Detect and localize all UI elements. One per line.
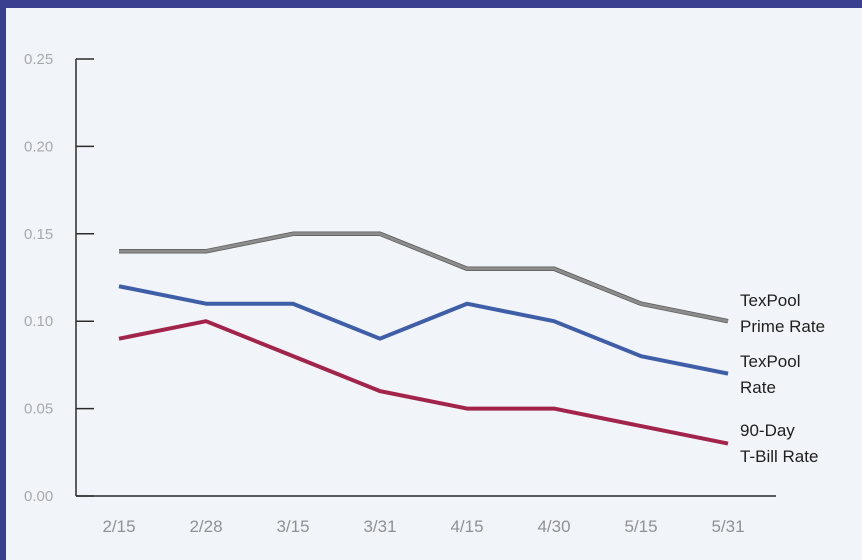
x-tick-label: 3/15 xyxy=(276,517,309,536)
x-tick-label: 4/15 xyxy=(450,517,483,536)
series-line xyxy=(118,319,729,446)
series-line-outline xyxy=(119,231,729,324)
series-label: T-Bill Rate xyxy=(740,447,818,466)
x-tick-label: 5/15 xyxy=(624,517,657,536)
x-tick-label: 2/15 xyxy=(102,517,135,536)
series-label: TexPool xyxy=(740,352,800,371)
series-line xyxy=(118,284,729,376)
x-tick-label: 5/31 xyxy=(711,517,744,536)
y-tick-label: 0.05 xyxy=(24,401,53,418)
series-line xyxy=(119,232,729,323)
x-tick-label: 3/31 xyxy=(363,517,396,536)
header-band xyxy=(6,0,862,8)
series-label: Rate xyxy=(740,378,776,397)
y-tick-label: 0.25 xyxy=(24,51,53,68)
y-tick-label: 0.15 xyxy=(24,226,53,243)
series-label: Prime Rate xyxy=(740,317,825,336)
series-label: TexPool xyxy=(740,291,800,310)
x-tick-label: 4/30 xyxy=(537,517,570,536)
line-chart: 0.00 0.05 0.10 0.15 0.20 0.25 2/15 2/28 3/15 3/31… xyxy=(24,51,825,536)
series-label: 90-Day xyxy=(740,421,795,440)
y-tick-label: 0.10 xyxy=(24,313,53,330)
y-tick-label: 0.20 xyxy=(24,138,53,155)
x-tick-label: 2/28 xyxy=(189,517,222,536)
y-tick-label: 0.00 xyxy=(24,488,53,505)
